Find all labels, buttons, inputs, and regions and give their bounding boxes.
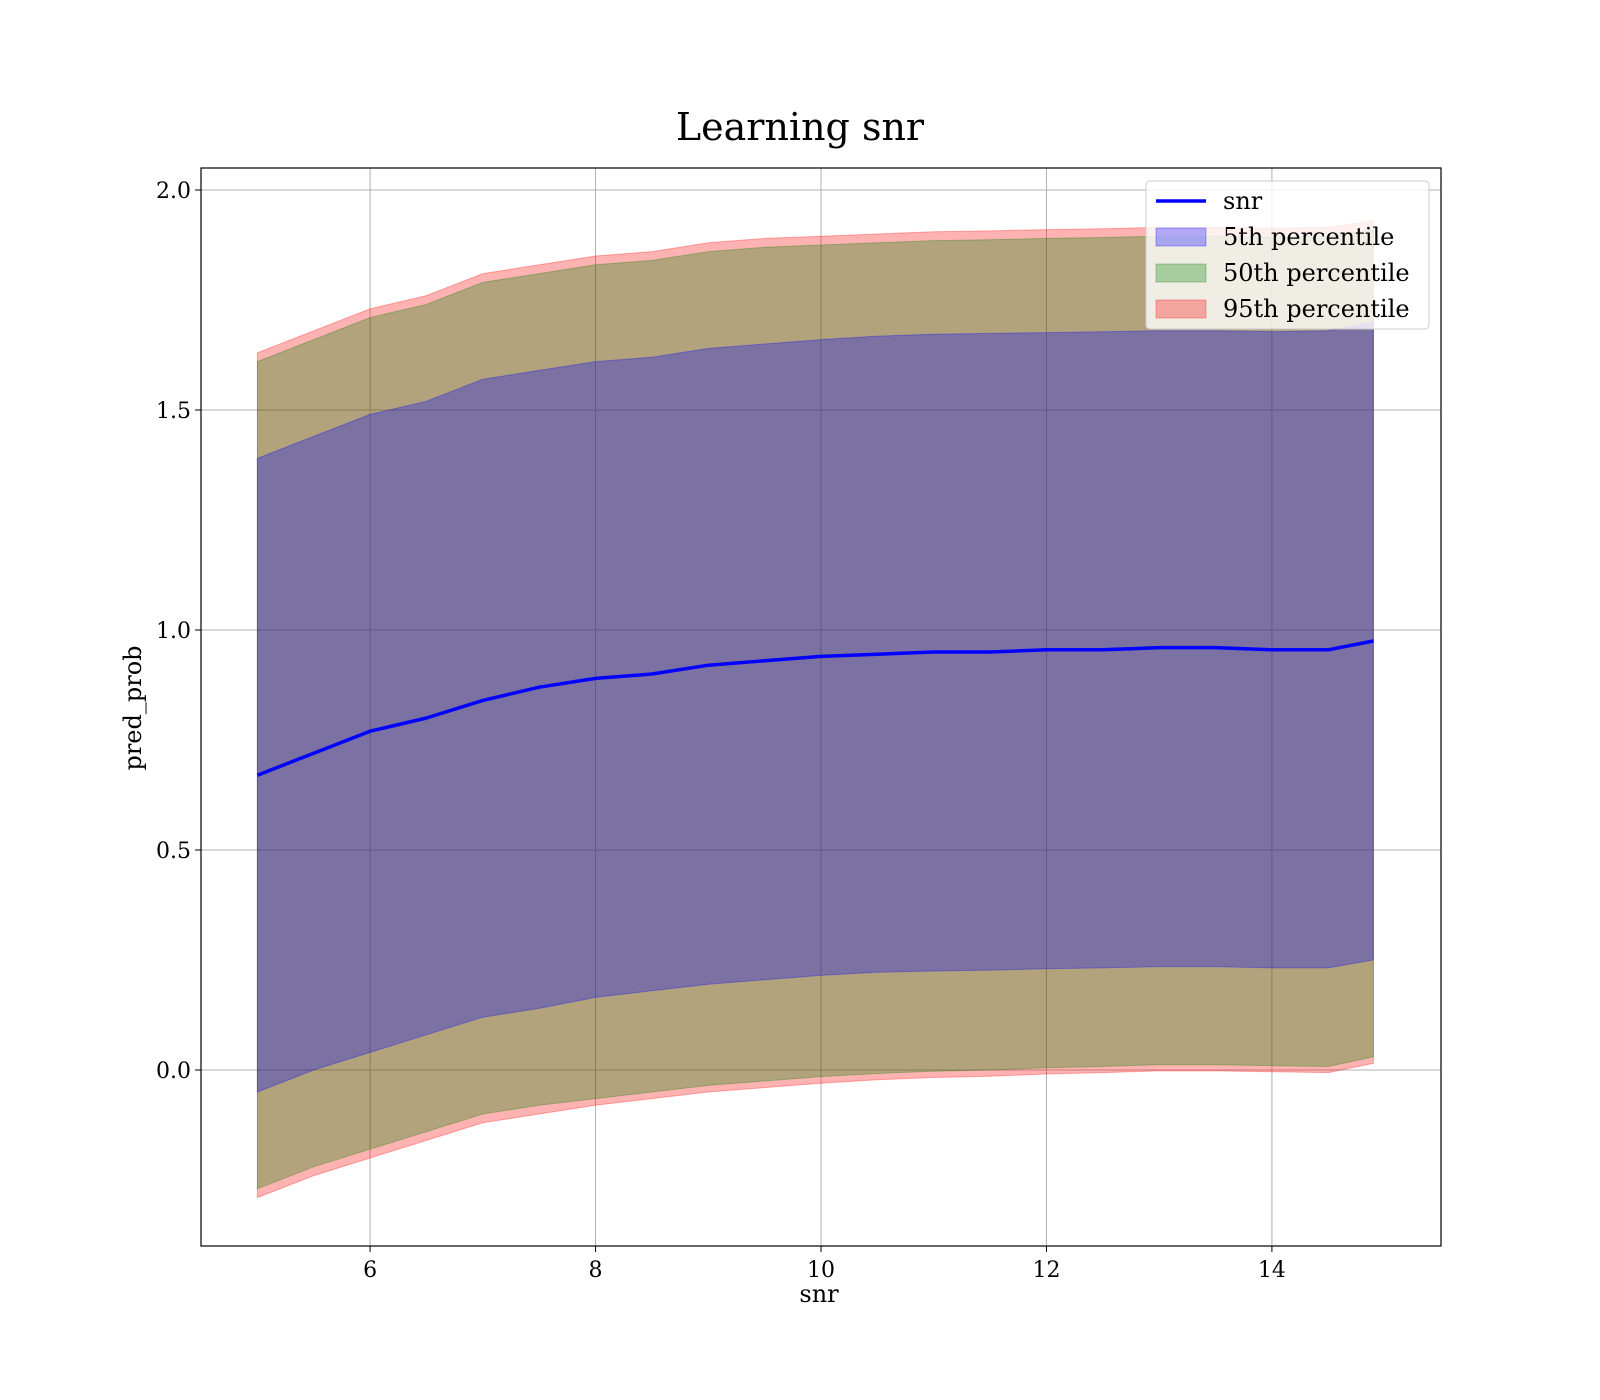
y-tick-label: 0.0 xyxy=(156,1059,191,1084)
legend-box xyxy=(1145,180,1430,330)
y-tick-label: 2.0 xyxy=(156,179,191,204)
legend-label: 95th percentile xyxy=(1223,295,1410,323)
x-tick-label: 14 xyxy=(1258,1258,1286,1283)
95th-percentile-band xyxy=(256,220,1374,1199)
y-tick-label: 1.0 xyxy=(156,619,191,644)
y-tick-label: 0.5 xyxy=(156,839,191,864)
snr-line xyxy=(256,639,1374,777)
x-axis-label: snr xyxy=(799,1280,839,1308)
y-axis-label: pred_prob xyxy=(119,645,147,770)
legend: snr 5th percentile 50th percentile 95th per… xyxy=(1145,180,1430,330)
5th-percentile-band xyxy=(256,321,1374,1093)
x-tick-label: 12 xyxy=(1032,1258,1060,1283)
legend-swatch-band xyxy=(1155,227,1207,247)
legend-swatch-band xyxy=(1155,299,1207,319)
legend-swatch-band xyxy=(1155,263,1207,283)
x-tick-label: 8 xyxy=(589,1258,603,1283)
x-tick-label: 10 xyxy=(807,1258,835,1283)
x-tick-label: 6 xyxy=(363,1258,377,1283)
50th-percentile-band xyxy=(256,229,1374,1190)
chart-title: Learning snr xyxy=(676,105,925,149)
legend-label: 5th percentile xyxy=(1223,223,1394,251)
legend-label: 50th percentile xyxy=(1223,259,1410,287)
plot-area: 6 8 10 12 14 0.0 0.5 1.0 1.5 2.0 xyxy=(156,167,1442,1283)
legend-label: snr xyxy=(1223,187,1263,215)
y-tick-label: 1.5 xyxy=(156,399,191,424)
